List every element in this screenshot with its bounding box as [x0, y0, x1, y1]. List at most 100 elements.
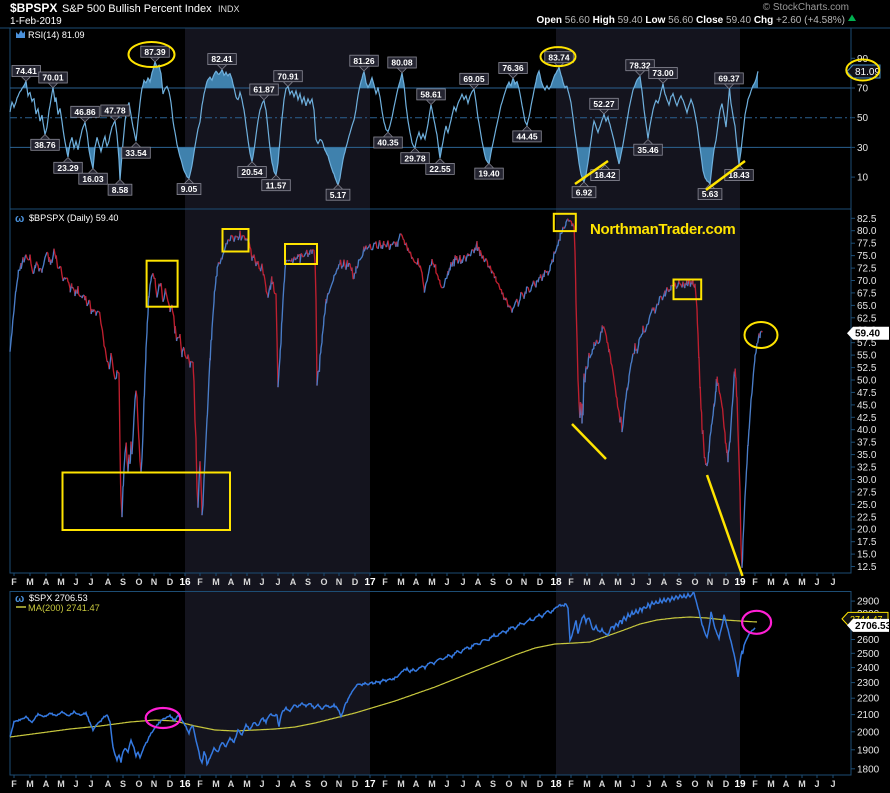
svg-text:61.87: 61.87: [253, 85, 275, 95]
svg-text:55.0: 55.0: [857, 351, 877, 362]
svg-text:1-Feb-2019: 1-Feb-2019: [10, 16, 62, 27]
svg-text:A: A: [105, 779, 112, 788]
svg-text:50.0: 50.0: [857, 376, 877, 387]
svg-text:© StockCharts.com: © StockCharts.com: [763, 2, 849, 13]
svg-text:J: J: [275, 779, 280, 788]
svg-text:D: D: [723, 779, 730, 788]
svg-text:S: S: [676, 779, 682, 788]
svg-text:18: 18: [550, 779, 562, 788]
svg-text:F: F: [11, 577, 17, 587]
svg-text:M: M: [767, 779, 775, 788]
svg-text:J: J: [830, 779, 835, 788]
svg-text:N: N: [707, 577, 714, 587]
svg-text:18.42: 18.42: [594, 170, 616, 180]
svg-text:J: J: [630, 779, 635, 788]
svg-text:59.40: 59.40: [855, 329, 880, 340]
svg-text:78.32: 78.32: [629, 60, 651, 70]
svg-text:$SPX 2706.53: $SPX 2706.53: [29, 593, 88, 603]
svg-text:S: S: [305, 779, 311, 788]
svg-text:M: M: [583, 779, 591, 788]
svg-text:2706.53: 2706.53: [855, 621, 890, 632]
svg-text:N: N: [336, 577, 343, 587]
svg-text:Open 56.60 High 59.40 Low 56.6: Open 56.60 High 59.40 Low 56.60 Close 59…: [536, 15, 845, 26]
svg-text:S: S: [305, 577, 311, 587]
svg-text:A: A: [228, 577, 235, 587]
svg-text:37.5: 37.5: [857, 438, 877, 449]
svg-text:F: F: [568, 577, 574, 587]
svg-text:30: 30: [857, 143, 869, 154]
svg-text:N: N: [707, 779, 714, 788]
svg-text:F: F: [197, 577, 203, 587]
svg-text:2200: 2200: [857, 694, 880, 705]
svg-text:M: M: [212, 779, 220, 788]
svg-text:73.00: 73.00: [652, 68, 674, 78]
svg-text:M: M: [243, 779, 251, 788]
svg-text:RSI(14) 81.09: RSI(14) 81.09: [28, 30, 85, 40]
svg-text:$BPSPX (Daily) 59.40: $BPSPX (Daily) 59.40: [29, 213, 118, 223]
svg-text:15.0: 15.0: [857, 550, 877, 561]
svg-text:A: A: [475, 577, 482, 587]
svg-text:A: A: [43, 577, 50, 587]
svg-text:45.0: 45.0: [857, 400, 877, 411]
svg-text:M: M: [397, 577, 405, 587]
svg-text:57.5: 57.5: [857, 338, 877, 349]
svg-text:A: A: [599, 577, 606, 587]
svg-text:INDX: INDX: [218, 4, 240, 14]
svg-text:18.43: 18.43: [728, 170, 750, 180]
svg-text:D: D: [352, 779, 359, 788]
svg-text:20.0: 20.0: [857, 525, 877, 536]
svg-text:F: F: [382, 577, 388, 587]
svg-text:52.5: 52.5: [857, 363, 877, 374]
svg-text:A: A: [661, 779, 668, 788]
svg-text:O: O: [505, 577, 512, 587]
svg-text:O: O: [135, 577, 142, 587]
svg-text:N: N: [151, 577, 158, 587]
svg-text:5.63: 5.63: [702, 189, 719, 199]
svg-text:J: J: [73, 779, 78, 788]
svg-text:19: 19: [734, 779, 746, 788]
svg-text:70: 70: [857, 84, 869, 95]
svg-text:M: M: [767, 577, 775, 587]
svg-text:6.92: 6.92: [576, 187, 593, 197]
svg-text:33.54: 33.54: [125, 148, 147, 158]
svg-text:16.03: 16.03: [82, 174, 104, 184]
svg-text:J: J: [73, 577, 78, 587]
svg-text:2600: 2600: [857, 635, 880, 646]
svg-text:A: A: [599, 779, 606, 788]
svg-text:69.37: 69.37: [718, 74, 740, 84]
svg-text:N: N: [151, 779, 158, 788]
svg-text:17: 17: [364, 779, 376, 788]
svg-text:F: F: [752, 779, 758, 788]
svg-text:J: J: [275, 577, 280, 587]
svg-text:12.5: 12.5: [857, 562, 877, 573]
svg-text:O: O: [691, 577, 698, 587]
svg-text:58.61: 58.61: [420, 90, 442, 100]
svg-text:F: F: [11, 779, 17, 788]
svg-text:N: N: [521, 577, 528, 587]
svg-text:42.5: 42.5: [857, 413, 877, 424]
svg-text:N: N: [336, 779, 343, 788]
svg-text:A: A: [43, 779, 50, 788]
svg-text:47.5: 47.5: [857, 388, 877, 399]
svg-text:O: O: [691, 779, 698, 788]
svg-text:M: M: [583, 577, 591, 587]
svg-text:D: D: [167, 577, 174, 587]
svg-text:A: A: [661, 577, 668, 587]
svg-text:2000: 2000: [857, 727, 880, 738]
svg-text:2300: 2300: [857, 678, 880, 689]
svg-text:A: A: [413, 577, 420, 587]
svg-text:A: A: [413, 779, 420, 788]
svg-text:O: O: [320, 779, 327, 788]
svg-text:67.5: 67.5: [857, 288, 877, 299]
svg-text:A: A: [228, 779, 235, 788]
svg-text:A: A: [290, 577, 297, 587]
svg-text:J: J: [646, 779, 651, 788]
svg-text:46.86: 46.86: [74, 107, 96, 117]
svg-text:A: A: [290, 779, 297, 788]
svg-text:18: 18: [550, 577, 562, 588]
svg-text:J: J: [444, 577, 449, 587]
svg-text:2400: 2400: [857, 663, 880, 674]
svg-text:J: J: [630, 577, 635, 587]
svg-text:70.91: 70.91: [277, 71, 299, 81]
svg-text:80.08: 80.08: [391, 58, 413, 68]
